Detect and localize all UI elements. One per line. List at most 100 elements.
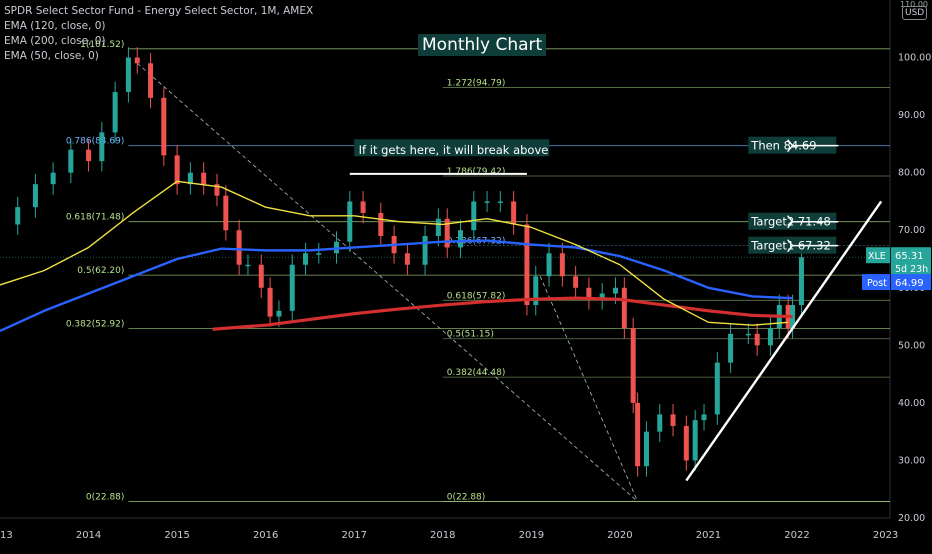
candle-body <box>635 402 641 467</box>
x-tick-label: 2023 <box>873 530 898 541</box>
candle-body <box>767 328 773 346</box>
fib-right-label: 0.5(51.15) <box>447 330 494 340</box>
legend-ema50[interactable]: EMA (50, close, 0) <box>4 50 99 62</box>
candle-body <box>599 293 605 300</box>
candle-body <box>161 97 167 156</box>
candle-body <box>236 230 242 265</box>
target2-label-arrowhead <box>787 215 794 229</box>
candle-body <box>643 431 649 467</box>
support-trendline <box>685 200 883 482</box>
candle-body <box>404 253 410 265</box>
candle-body <box>612 287 618 294</box>
candle-body <box>187 172 193 185</box>
legend-ema200[interactable]: EMA (200, close, 0) <box>4 35 106 47</box>
y-tick-label: 20.00 <box>898 513 925 524</box>
candle-body <box>754 333 760 346</box>
xle-price-tag <box>891 247 931 278</box>
axis-top-value: 110.00 <box>900 0 928 9</box>
candle-body <box>484 201 490 203</box>
target1-label-text: Target1 67.32 <box>750 239 830 253</box>
candle-body <box>316 253 322 255</box>
candle-body <box>112 92 118 133</box>
post-price: 64.99 <box>895 278 924 289</box>
fib-left-label: 0(22.88) <box>86 492 125 502</box>
fib-left-label: 0.786(84.69) <box>66 137 125 147</box>
x-tick-label: 2013 <box>0 530 13 541</box>
candle-body <box>573 276 579 288</box>
fib-diagonal-up <box>539 276 639 502</box>
candle-body <box>701 414 707 421</box>
candle-body <box>32 184 38 208</box>
candle-body <box>148 63 154 98</box>
candle-body <box>267 287 273 317</box>
then-label-text: Then 84.69 <box>750 139 816 153</box>
candle-body <box>497 201 503 203</box>
fib-left-label: 0.5(62.20) <box>77 266 124 276</box>
candle-body <box>728 333 734 363</box>
fib-left-label: 0.618(71.48) <box>66 213 125 223</box>
xle-countdown: 5d 23h <box>895 264 928 275</box>
y-tick-label: 30.00 <box>898 455 925 466</box>
x-tick-label: 2022 <box>784 530 809 541</box>
x-tick-label: 2020 <box>607 530 632 541</box>
candle-body <box>714 362 720 415</box>
fib-left-label: 1(101.52) <box>80 40 124 50</box>
candle-body <box>134 57 140 64</box>
candle-body <box>174 155 180 185</box>
break-text-box <box>354 139 550 157</box>
candle-body <box>444 218 450 248</box>
y-tick-label: 70.00 <box>898 225 925 236</box>
currency-button[interactable]: USD <box>902 6 928 20</box>
fib-right-label: 0.382(44.48) <box>447 368 506 378</box>
legend-ema120[interactable]: EMA (120, close, 0) <box>4 20 106 32</box>
candle-body <box>559 253 565 277</box>
candle-body <box>258 264 264 288</box>
candle-body <box>457 230 463 248</box>
candle-body <box>303 253 309 265</box>
candle-body <box>683 425 689 461</box>
x-tick-label: 2021 <box>696 530 721 541</box>
candle-body <box>670 414 676 426</box>
candle-body <box>347 201 353 242</box>
candle-body <box>68 149 74 173</box>
candle-body <box>471 201 477 231</box>
candle-body <box>524 224 530 306</box>
xle-symbol: XLE <box>868 251 886 262</box>
xle-price: 65.31 <box>895 251 924 262</box>
chart-title: Monthly Chart <box>418 34 547 56</box>
candle-body <box>586 287 592 300</box>
candle-body <box>214 184 220 196</box>
candle-body <box>533 276 539 306</box>
y-tick-label: 90.00 <box>898 110 925 121</box>
candle-body <box>289 264 295 311</box>
break-text: If it gets here, it will break above <box>359 143 549 157</box>
candle-body <box>50 172 56 185</box>
fib-right-label: 1.272(94.79) <box>447 79 506 89</box>
post-price-tag <box>891 274 931 291</box>
candle-body <box>201 172 207 185</box>
x-tick-label: 2016 <box>253 530 278 541</box>
candle-body <box>99 132 105 162</box>
candle-body <box>15 207 21 225</box>
fib-diagonal-down <box>136 62 638 502</box>
candle-body <box>245 264 251 267</box>
ema200-line <box>212 296 793 331</box>
legend-symbol[interactable]: SPDR Select Sector Fund - Energy Select … <box>4 5 314 17</box>
x-tick-label: 2018 <box>430 530 455 541</box>
candle-body <box>422 235 428 265</box>
fib-right-label: 0.618(57.82) <box>447 291 506 301</box>
candle-body <box>435 218 441 236</box>
candle-body <box>546 253 552 277</box>
candle-body <box>86 149 92 162</box>
x-tick-label: 2017 <box>342 530 367 541</box>
y-tick-label: 50.00 <box>898 340 925 351</box>
x-tick-label: 2014 <box>76 530 101 541</box>
candle-body <box>223 195 229 231</box>
candle-body <box>692 420 698 461</box>
y-tick-label: 80.00 <box>898 168 925 179</box>
candle-body <box>360 201 366 213</box>
candle-body <box>511 201 517 225</box>
post-label-tag <box>862 274 890 291</box>
